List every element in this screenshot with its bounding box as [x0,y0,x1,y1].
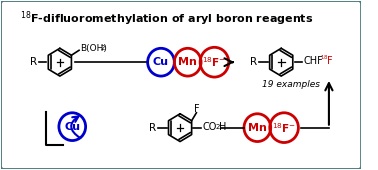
Text: F: F [194,104,199,114]
Text: $^{18}$: $^{18}$ [320,55,329,64]
Text: Cu: Cu [153,57,169,67]
Text: R: R [149,123,156,133]
Text: Mn: Mn [178,57,197,67]
Text: F: F [327,56,333,66]
Text: CO: CO [202,122,216,132]
Text: 2: 2 [215,124,220,130]
Text: R: R [30,57,37,67]
Text: R: R [250,57,257,67]
Text: $^{18}$F-difluoromethylation of aryl boron reagents: $^{18}$F-difluoromethylation of aryl bor… [20,10,313,28]
FancyBboxPatch shape [1,1,361,169]
Text: Cu: Cu [64,122,80,132]
Text: B(OH): B(OH) [80,44,107,53]
Text: Mn: Mn [248,123,267,133]
Text: 19 examples: 19 examples [262,80,320,89]
Text: CHF: CHF [303,56,323,66]
Text: H: H [219,122,226,132]
Text: $^{18}$F$^{-}$: $^{18}$F$^{-}$ [202,55,226,69]
Text: 2: 2 [101,45,105,51]
Text: $^{18}$F$^{-}$: $^{18}$F$^{-}$ [272,121,296,134]
